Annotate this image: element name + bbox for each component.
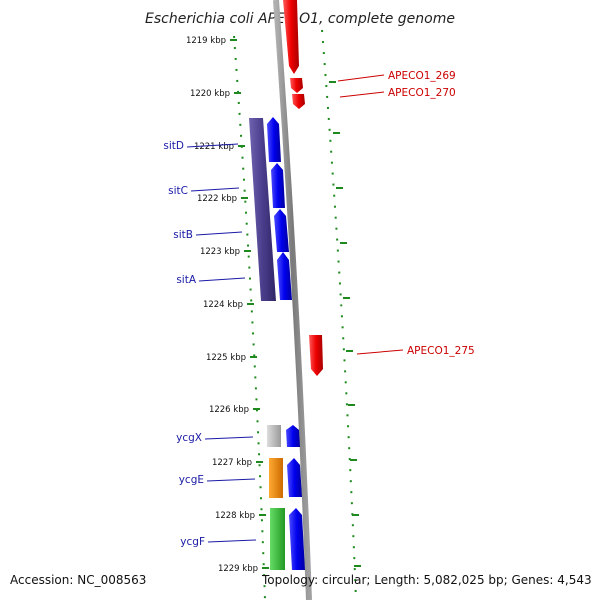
accession-text: Accession: NC_008563 bbox=[10, 573, 147, 587]
label-sitB: sitB bbox=[173, 229, 243, 241]
label-ycgF: ycgF bbox=[180, 536, 257, 548]
label-sitB-text: sitB bbox=[173, 229, 193, 241]
kbp-label: 1222 kbp bbox=[197, 194, 237, 204]
label-sitD-text: sitD bbox=[163, 140, 184, 152]
label-sitC-text: sitC bbox=[168, 185, 188, 197]
label-ycgX-text: ycgX bbox=[176, 432, 202, 444]
sit-operon-block[interactable] bbox=[249, 118, 276, 301]
label-ycgE: ycgE bbox=[179, 474, 256, 486]
label-apeco1-269: APECO1_269 bbox=[337, 70, 456, 82]
kbp-label: 1224 kbp bbox=[203, 300, 243, 310]
label-apeco1-269-text: APECO1_269 bbox=[388, 70, 456, 82]
gene-sitA[interactable] bbox=[277, 252, 292, 300]
label-sitA-text: sitA bbox=[176, 274, 197, 286]
label-sitC: sitC bbox=[168, 185, 240, 197]
kbp-label: 1226 kbp bbox=[209, 405, 249, 415]
label-apeco1-275: APECO1_275 bbox=[356, 345, 475, 357]
gene-sitD[interactable] bbox=[267, 117, 281, 162]
kbp-label: 1225 kbp bbox=[206, 353, 246, 363]
kbp-label: 1229 kbp bbox=[218, 564, 258, 574]
label-apeco1-270: APECO1_270 bbox=[339, 87, 456, 99]
gene-ycgE[interactable] bbox=[287, 458, 302, 497]
gene-ycgF-green[interactable] bbox=[270, 508, 285, 570]
gene-ycgX[interactable] bbox=[286, 425, 300, 447]
gene-apeco1-270[interactable] bbox=[292, 94, 305, 109]
gene-ycgF[interactable] bbox=[289, 508, 305, 570]
genome-stats-text: Topology: circular; Length: 5,082,025 bp… bbox=[262, 573, 592, 587]
label-ycgE-text: ycgE bbox=[179, 474, 204, 486]
kbp-label: 1228 kbp bbox=[215, 511, 255, 521]
kbp-label: 1227 kbp bbox=[212, 458, 252, 468]
gene-ycgE-orange[interactable] bbox=[269, 458, 283, 498]
label-sitD: sitD bbox=[163, 140, 239, 152]
track-right bbox=[321, 29, 357, 600]
genome-backbone bbox=[273, 0, 312, 600]
label-sitA: sitA bbox=[176, 274, 246, 286]
kbp-ticks: 1219 kbp 1220 kbp 1221 kbp 1222 kbp 1223 kbp… bbox=[186, 36, 269, 574]
label-ycgF-text: ycgF bbox=[180, 536, 205, 548]
gene-ycgX-grey[interactable] bbox=[267, 425, 281, 447]
label-apeco1-270-text: APECO1_270 bbox=[388, 87, 456, 99]
gene-apeco1-red-top[interactable] bbox=[283, 0, 299, 74]
track-left bbox=[233, 35, 266, 600]
gene-sitC[interactable] bbox=[271, 163, 285, 208]
gene-apeco1-269[interactable] bbox=[290, 78, 303, 93]
map-title: Escherichia coli APEC O1, complete genom… bbox=[145, 11, 455, 27]
label-apeco1-275-text: APECO1_275 bbox=[407, 345, 475, 357]
right-track-ticks bbox=[329, 81, 361, 567]
kbp-label: 1221 kbp bbox=[194, 142, 234, 152]
kbp-label: 1220 kbp bbox=[190, 89, 230, 99]
label-ycgX: ycgX bbox=[176, 432, 254, 444]
gene-apeco1-275[interactable] bbox=[309, 335, 323, 376]
kbp-label: 1223 kbp bbox=[200, 247, 240, 257]
kbp-label: 1219 kbp bbox=[186, 36, 226, 46]
gene-sitB[interactable] bbox=[274, 209, 289, 252]
